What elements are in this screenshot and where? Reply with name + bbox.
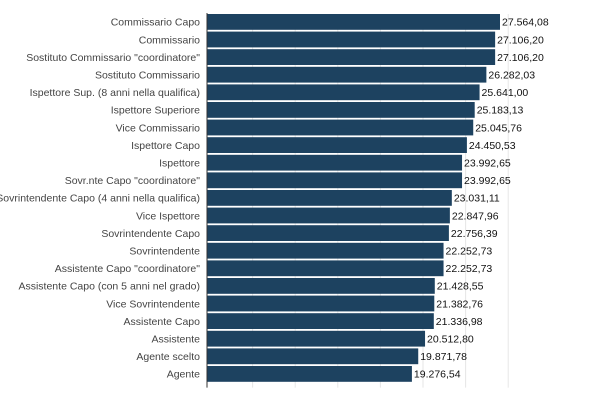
bar (207, 278, 435, 294)
value-label: 22.252,73 (446, 263, 493, 275)
value-label: 23.992,65 (464, 158, 511, 170)
value-label: 19.871,78 (420, 351, 467, 363)
bar (207, 49, 496, 65)
category-label: Ispettore Superiore (111, 105, 200, 117)
value-label: 25.045,76 (475, 122, 522, 134)
bar (207, 14, 500, 30)
value-label: 27.106,20 (497, 34, 544, 46)
category-label: Vice Commissario (116, 122, 201, 134)
category-label: Sovrintendente Capo (4 anni nella qualif… (0, 193, 200, 205)
bar (207, 225, 449, 241)
bar (207, 242, 444, 259)
category-label: Commissario Capo (111, 17, 200, 29)
value-label: 21.428,55 (437, 281, 484, 293)
value-label: 22.252,73 (446, 246, 493, 258)
category-label: Ispettore Capo (131, 140, 200, 152)
category-label: Vice Ispettore (136, 210, 200, 222)
value-label: 21.382,76 (436, 298, 483, 310)
category-label: Sovrintendente Capo (101, 228, 200, 240)
value-label: 19.276,54 (414, 369, 461, 381)
category-label: Assistente Capo (con 5 anni nel grado) (18, 281, 200, 293)
bar (207, 172, 463, 189)
value-label: 22.756,39 (451, 228, 498, 240)
value-label: 23.992,65 (464, 175, 511, 187)
value-label: 25.183,13 (477, 105, 524, 117)
value-label: 23.031,11 (454, 193, 500, 205)
bar (207, 330, 426, 347)
value-label: 21.336,98 (436, 316, 483, 328)
category-label: Agente (167, 369, 200, 381)
value-label: 24.450,53 (469, 140, 516, 152)
bar (207, 348, 419, 365)
category-label: Assistente Capo "coordinatore" (55, 263, 200, 275)
category-label: Vice Sovrintendente (106, 298, 200, 310)
category-label: Agente scelto (136, 351, 200, 363)
bar (207, 313, 434, 329)
value-label: 27.564,08 (502, 17, 549, 29)
value-label: 20.512,80 (427, 334, 474, 346)
value-label: 25.641,00 (482, 87, 529, 99)
bar (207, 260, 444, 277)
bar (207, 66, 487, 83)
category-label: Ispettore Sup. (8 anni nella qualifica) (30, 87, 200, 99)
category-label: Ispettore (159, 158, 200, 170)
value-label: 26.282,03 (488, 70, 535, 82)
bar (207, 190, 452, 206)
bar (207, 366, 412, 382)
category-label: Sovr.nte Capo "coordinatore" (65, 175, 201, 187)
bar (207, 295, 435, 312)
category-label: Sovrintendente (129, 246, 200, 258)
value-label: 27.106,20 (497, 52, 544, 64)
category-label: Assistente Capo (124, 316, 201, 328)
bar (207, 154, 463, 171)
category-label: Commissario (139, 34, 200, 46)
category-label: Sostituto Commissario "coordinatore" (26, 52, 200, 64)
category-label: Sostituto Commissario (95, 70, 200, 82)
bar (207, 31, 496, 48)
bar (207, 119, 474, 136)
bar (207, 84, 480, 101)
value-label: 22.847,96 (452, 210, 499, 222)
category-label: Assistente (152, 334, 201, 346)
bar (207, 102, 475, 118)
bar (207, 207, 450, 224)
bar (207, 137, 467, 153)
